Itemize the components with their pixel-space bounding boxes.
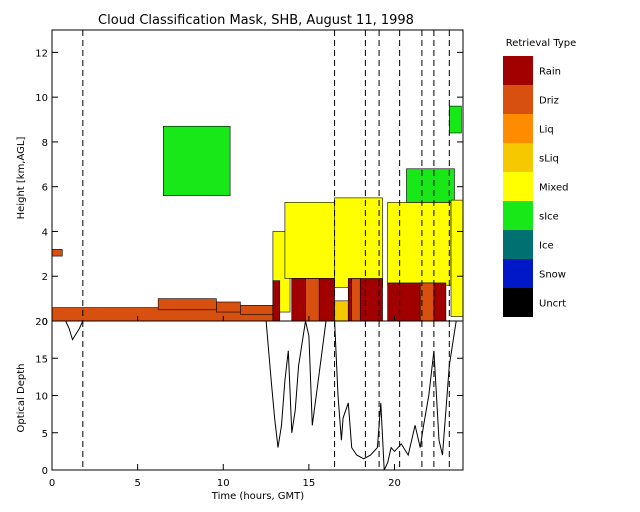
height-tick-label: 8 — [42, 138, 48, 149]
height-tick-label: 10 — [35, 93, 48, 104]
legend-label-driz: Driz — [539, 96, 559, 107]
legend-label-ice: Ice — [539, 241, 554, 252]
legend-label-uncrt: Uncrt — [539, 299, 566, 310]
legend-title: Retrieval Type — [506, 38, 577, 49]
optical-depth-tick-label: 5 — [42, 429, 48, 440]
legend-swatch-rain — [503, 56, 533, 85]
height-tick-label: 12 — [35, 48, 48, 59]
height-axis-label: Height [km,AGL] — [16, 137, 27, 220]
optical-depth-series-line — [52, 320, 463, 471]
legend-swatch-mixed — [503, 172, 533, 201]
classification-regions — [51, 105, 464, 322]
region-rain — [272, 280, 281, 322]
height-tick-label: 4 — [42, 227, 48, 238]
legend-label-snow: Snow — [539, 270, 566, 281]
legend-label-sice: sIce — [539, 212, 559, 223]
optical-depth-tick-label: 20 — [35, 317, 48, 328]
chart-title: Cloud Classification Mask, SHB, August 1… — [98, 13, 414, 28]
legend-swatch-snow — [503, 259, 533, 288]
region-mixed — [450, 199, 464, 317]
time-tick-label: 5 — [134, 478, 140, 489]
time-axis-ticks: 0 5 10 15 20 — [49, 316, 401, 489]
optical-depth-panel: 0 5 10 15 20 Optical Depth — [16, 317, 464, 477]
region-mixed — [387, 202, 452, 286]
region-driz — [157, 298, 217, 311]
legend-swatch-driz — [503, 85, 533, 114]
time-axis-label: Time (hours, GMT) — [211, 491, 305, 502]
time-tick-label: 10 — [217, 478, 230, 489]
dashed-time-markers-bottom — [82, 321, 450, 470]
optical-depth-tick-label: 0 — [42, 466, 48, 477]
legend-swatch-liq — [503, 114, 533, 143]
region-driz — [51, 249, 63, 257]
legend-swatch-sliq — [503, 143, 533, 172]
height-tick-label: 0 — [42, 317, 48, 328]
height-panel: 0 2 4 6 8 10 12 Height [km,AGL] — [16, 29, 464, 328]
retrieval-legend: Retrieval Type Rain Driz Liq sLiq Mixed sIce I… — [503, 38, 576, 317]
dashed-time-markers-top — [82, 30, 450, 321]
legend-swatch-uncrt — [503, 288, 533, 317]
region-sliq — [334, 300, 349, 322]
region-mixed — [284, 202, 340, 279]
optical-depth-axis-ticks: 0 5 10 15 20 — [35, 317, 463, 477]
optical-depth-panel-frame — [51, 320, 464, 471]
optical-depth-tick-label: 10 — [35, 392, 48, 403]
legend-label-rain: Rain — [539, 67, 561, 78]
legend-swatch-sice — [503, 201, 533, 230]
legend-items: Rain Driz Liq sLiq Mixed sIce Ice Snow Uncrt — [503, 56, 569, 317]
region-sice — [163, 125, 231, 196]
region-driz — [351, 278, 361, 322]
optical-depth-tick-label: 15 — [35, 354, 48, 365]
time-tick-label: 15 — [303, 478, 316, 489]
region-driz — [216, 301, 241, 313]
region-mixed — [334, 197, 383, 288]
height-tick-label: 6 — [42, 183, 48, 194]
legend-swatch-ice — [503, 230, 533, 259]
region-driz — [305, 278, 320, 322]
optical-depth-axis-label: Optical Depth — [16, 364, 27, 433]
time-tick-label: 20 — [388, 478, 401, 489]
region-sice — [406, 168, 455, 203]
legend-label-mixed: Mixed — [539, 183, 569, 194]
legend-label-liq: Liq — [539, 125, 554, 136]
height-tick-label: 2 — [42, 272, 48, 283]
region-sice — [448, 105, 462, 134]
region-driz — [240, 305, 274, 315]
time-tick-label: 0 — [49, 478, 55, 489]
region-rain — [387, 282, 447, 322]
legend-label-sliq: sLiq — [539, 154, 559, 165]
